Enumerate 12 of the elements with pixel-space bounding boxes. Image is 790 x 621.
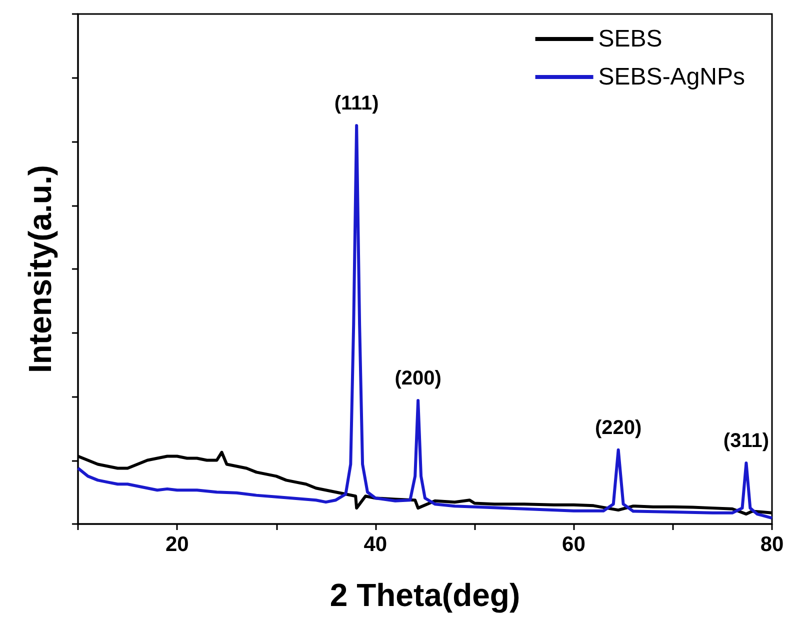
x-tick-label: 20 [165,533,189,556]
x-axis-title: 2 Theta(deg) [330,577,520,613]
annotation: (111) [334,92,379,115]
legend-label: SEBS-AgNPs [598,64,745,90]
annotation: (200) [394,367,442,390]
annotation: (220) [594,416,642,439]
x-tick-label: 60 [562,533,586,556]
annotation: (311) [723,430,770,452]
legend-label: SEBS [598,26,662,52]
y-axis-title: Intensity(a.u.) [22,164,58,374]
x-tick-label: 80 [760,533,784,556]
x-tick-label: 40 [364,533,388,556]
